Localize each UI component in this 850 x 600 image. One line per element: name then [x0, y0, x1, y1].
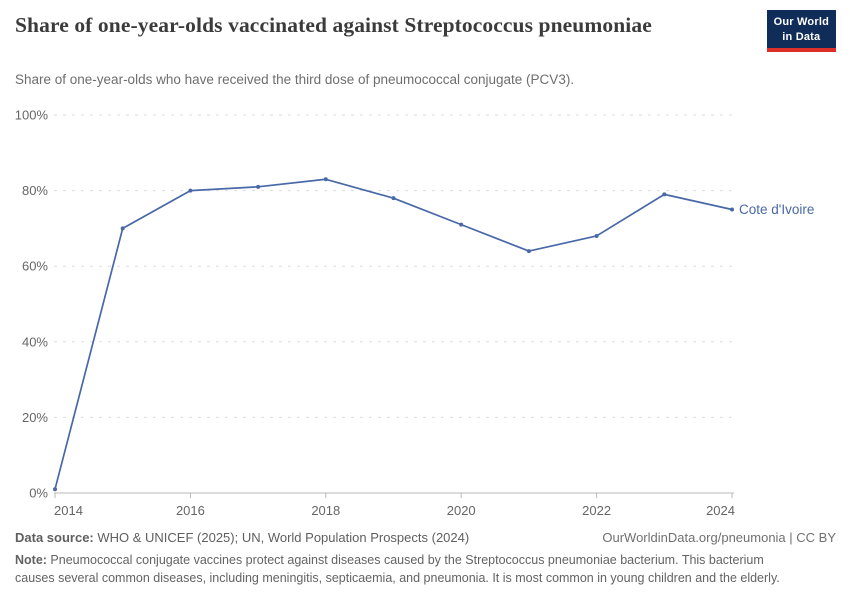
data-point[interactable] — [188, 188, 193, 193]
data-line[interactable] — [54, 178, 733, 491]
page-title: Share of one-year-olds vaccinated agains… — [15, 13, 652, 37]
chart-subtitle: Share of one-year-olds who have received… — [15, 72, 575, 87]
data-point[interactable] — [730, 207, 734, 212]
data-source-text: WHO & UNICEF (2025); UN, World Populatio… — [93, 530, 470, 545]
chart-footer: Data source: WHO & UNICEF (2025); UN, Wo… — [15, 530, 836, 587]
x-tick-label: 2018 — [311, 503, 340, 518]
y-tick-label: 0% — [29, 486, 48, 501]
data-point[interactable] — [391, 196, 396, 201]
series-end-label[interactable]: Cote d'Ivoire — [739, 202, 814, 217]
x-tick-label: 2020 — [447, 503, 476, 518]
owid-logo-line1: Our World — [773, 16, 829, 28]
x-tick-label: 2024 — [706, 503, 735, 518]
y-tick-label: 60% — [22, 259, 48, 274]
data-point[interactable] — [526, 249, 531, 254]
y-tick-label: 20% — [22, 410, 48, 425]
data-point[interactable] — [323, 177, 328, 182]
y-tick-label: 40% — [22, 334, 48, 349]
note-text: Pneumococcal conjugate vaccines protect … — [15, 553, 780, 585]
data-point[interactable] — [459, 222, 464, 227]
attribution-link[interactable]: OurWorldinData.org/pneumonia | CC BY — [602, 530, 836, 545]
data-point[interactable] — [662, 192, 667, 197]
y-tick-label: 80% — [22, 183, 48, 198]
data-point[interactable] — [120, 226, 125, 231]
data-point[interactable] — [256, 184, 261, 189]
chart-note: Note: Pneumococcal conjugate vaccines pr… — [15, 552, 787, 587]
data-point[interactable] — [594, 233, 599, 238]
note-label: Note: — [15, 553, 47, 567]
x-tick-label: 2016 — [176, 503, 205, 518]
data-source-line: Data source: WHO & UNICEF (2025); UN, Wo… — [15, 530, 469, 545]
owid-logo[interactable]: Our World in Data — [766, 10, 836, 52]
x-tick-label: 2022 — [582, 503, 611, 518]
y-tick-label: 100% — [15, 108, 49, 123]
x-tick-label: 2014 — [54, 503, 83, 518]
owid-logo-line2: in Data — [782, 30, 821, 43]
data-source-label: Data source: — [15, 530, 94, 545]
data-point[interactable] — [53, 487, 57, 492]
line-chart[interactable]: 0% 20% 40% 60% 80% 100% 2014 2016 2018 2020 2022 20… — [0, 95, 850, 535]
